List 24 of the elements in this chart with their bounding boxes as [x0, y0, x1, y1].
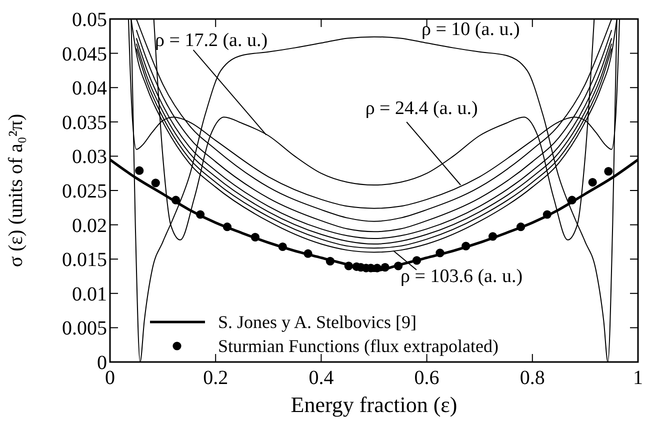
annotation: ρ = 24.4 (a. u.) [365, 98, 478, 120]
x-tick-label: 1 [633, 367, 643, 389]
y-tick-label: 0.03 [72, 146, 107, 168]
annotation: ρ = 10 (a. u.) [421, 19, 520, 40]
y-tick-label: 0.05 [72, 9, 107, 31]
x-tick-label: 0.4 [308, 367, 334, 389]
x-tick-label: 0.8 [520, 367, 545, 389]
y-tick-label: 0.045 [62, 43, 107, 66]
legend-label: Sturmian Functions (flux extrapolated) [218, 336, 498, 356]
y-tick-label: 0.035 [62, 112, 107, 134]
y-tick-label: 0.04 [72, 78, 107, 100]
annotation: ρ = 17.2 (a. u.) [155, 30, 268, 51]
annotation: ρ = 103.6 (a. u.) [400, 266, 523, 287]
y-axis-title: σ (ε) (units of a₀²π) [5, 114, 27, 268]
y-tick-label: 0.025 [62, 180, 107, 202]
y-tick-label: 0.02 [72, 214, 107, 237]
x-axis-title: Energy fraction (ε) [290, 392, 458, 417]
y-tick-label: 0.01 [72, 283, 107, 306]
x-tick-label: 0.2 [203, 367, 228, 389]
y-tick-label: 0 [97, 352, 107, 374]
y-tick-label: 0.005 [62, 318, 107, 340]
y-tick-label: 0.015 [62, 249, 107, 272]
x-tick-label: 0.6 [414, 367, 440, 389]
legend-label: S. Jones y A. Stelbovics [9] [218, 312, 417, 332]
